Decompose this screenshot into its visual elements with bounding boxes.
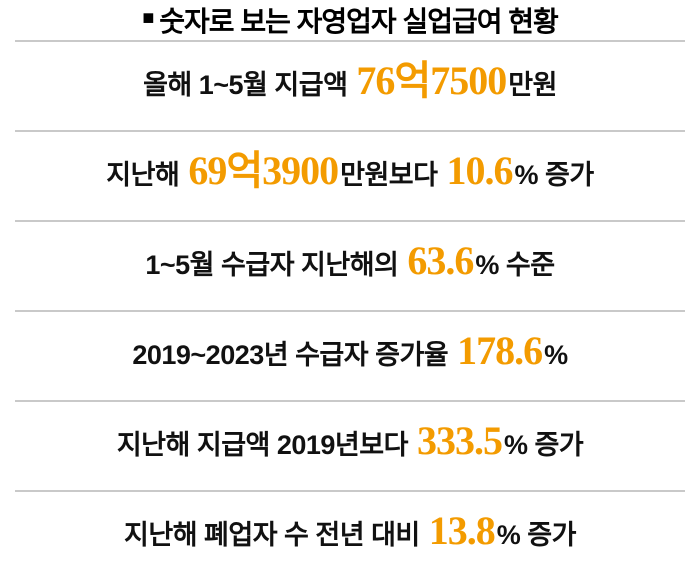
stat-value: 10.6 [446, 148, 514, 193]
stat-value: 63.6 [407, 238, 474, 283]
title-row: ■ 숫자로 보는 자영업자 실업급여 현황 [15, 0, 685, 42]
stat-text: 만원보다 [340, 160, 445, 190]
stat-text: 지난해 지급액 2019년보다 [116, 430, 415, 460]
stat-text: % 증가 [503, 430, 584, 460]
stat-row-payment-this-year: 올해 1~5월 지급액 76억7500 만원 [15, 42, 685, 132]
stat-row-business-closures: 지난해 폐업자 수 전년 대비 13.8 % 증가 [15, 492, 685, 575]
stat-text: 올해 1~5월 지급액 [143, 70, 355, 100]
stat-text: 만원 [508, 70, 557, 100]
stat-row-recipients-growth: 2019~2023년 수급자 증가율 178.6 % [15, 312, 685, 402]
stat-row-recipients-ratio: 1~5월 수급자 지난해의 63.6 % 수준 [15, 222, 685, 312]
stat-value: 178.6 [457, 328, 543, 373]
stat-row-payment-growth-since-2019: 지난해 지급액 2019년보다 333.5 % 증가 [15, 402, 685, 492]
stat-value: 333.5 [416, 418, 503, 463]
stat-text: 2019~2023년 수급자 증가율 [132, 340, 456, 370]
stat-value: 76억7500 [356, 58, 507, 103]
stat-row-payment-last-year: 지난해 69억3900 만원보다 10.6 % 증가 [15, 132, 685, 222]
stat-text: 지난해 폐업자 수 전년 대비 [124, 520, 427, 550]
stat-value: 69억3900 [188, 148, 339, 193]
stat-text: 지난해 [106, 160, 187, 190]
stat-value: 13.8 [428, 508, 496, 553]
stat-text: % [544, 340, 568, 370]
stat-text: % 증가 [514, 160, 595, 190]
title-bullet-icon: ■ [142, 6, 154, 29]
stat-text: % 증가 [496, 520, 577, 550]
page-title: 숫자로 보는 자영업자 실업급여 현황 [159, 6, 559, 37]
stat-text: 1~5월 수급자 지난해의 [145, 250, 406, 280]
stat-text: % 수준 [475, 250, 555, 280]
